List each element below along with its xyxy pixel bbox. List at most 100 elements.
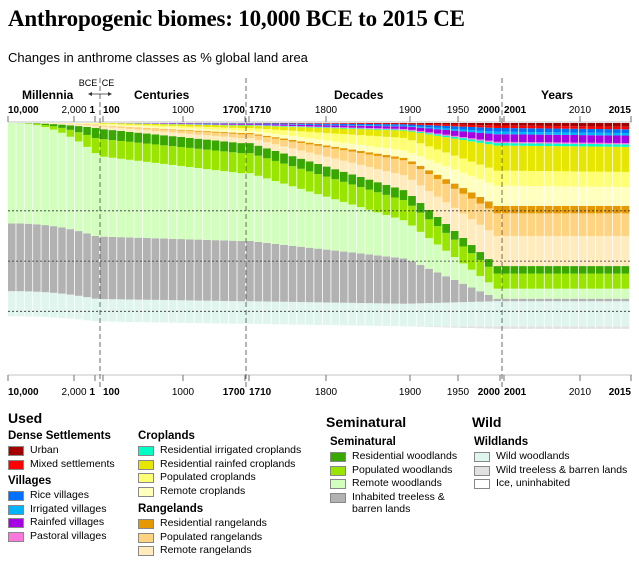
bar-segment	[297, 188, 305, 247]
bar-segment	[297, 168, 305, 189]
bar-segment	[246, 240, 254, 302]
bar-segment	[8, 223, 16, 292]
bar-segment	[604, 301, 613, 327]
bar-segment	[493, 125, 502, 129]
bar-segment	[450, 136, 459, 139]
bar-segment	[450, 207, 459, 231]
bar-segment	[587, 171, 596, 187]
bar-segment	[416, 303, 425, 327]
bar-segment	[450, 126, 459, 129]
bar-segment	[220, 129, 229, 133]
bar-segment	[527, 326, 536, 329]
bar-segment	[134, 322, 143, 374]
bar-segment	[527, 170, 536, 187]
bar-segment	[578, 326, 587, 329]
bar-segment	[288, 141, 297, 149]
bar-segment	[382, 303, 391, 326]
bar-segment	[117, 124, 125, 126]
bar-segment	[502, 128, 510, 132]
bar-segment	[151, 123, 160, 126]
bar-segment	[160, 135, 168, 146]
bar-segment	[476, 132, 485, 140]
legend-group-title: Rangelands	[138, 503, 204, 515]
bar-segment	[16, 223, 24, 292]
bottom-tick-label: 1	[89, 387, 95, 398]
bar-segment	[433, 135, 442, 150]
bar-segment	[578, 205, 587, 214]
bar-segment	[476, 203, 485, 225]
bar-segment	[519, 143, 527, 146]
bar-segment	[305, 127, 314, 132]
bar-segment	[314, 123, 322, 125]
bar-segment	[177, 133, 186, 138]
bar-segment	[134, 123, 143, 125]
bar-segment	[578, 273, 587, 289]
bar-segment	[382, 155, 391, 158]
bar-segment	[459, 246, 468, 264]
bar-segment	[519, 134, 527, 142]
bar-segment	[322, 176, 331, 197]
legend-label: Residential irrigated croplands	[160, 444, 302, 456]
bar-segment	[331, 141, 340, 147]
bar-segment	[536, 213, 544, 236]
bar-segment	[237, 173, 246, 241]
bar-segment	[527, 125, 536, 129]
bar-segment	[612, 146, 621, 172]
bar-segment	[519, 298, 527, 302]
bar-segment	[536, 142, 544, 144]
bar-segment	[271, 138, 280, 145]
bar-segment	[74, 295, 83, 320]
bar-segment	[493, 326, 502, 329]
bar-segment	[185, 167, 194, 240]
bar-segment	[493, 170, 502, 186]
bar-segment	[374, 212, 382, 256]
bar-segment	[459, 263, 468, 284]
bar-segment	[587, 266, 596, 274]
bar-segment	[305, 131, 314, 139]
bar-segment	[322, 249, 331, 303]
bar-segment	[467, 198, 476, 220]
legend-swatch	[138, 532, 154, 543]
bar-segment	[408, 123, 416, 124]
bar-segment	[595, 205, 604, 214]
bar-segment	[399, 129, 408, 131]
bar-segment	[561, 171, 570, 187]
bar-segment	[254, 175, 263, 242]
bar-segment	[100, 139, 108, 157]
bar-segment	[382, 256, 391, 304]
bar-segment	[314, 174, 322, 195]
bar-segment	[220, 171, 229, 241]
bar-segment	[527, 235, 536, 267]
bar-segment	[66, 294, 75, 319]
bar-segment	[570, 288, 578, 299]
bar-segment	[621, 288, 630, 299]
bar-segment	[33, 291, 41, 317]
bar-segment	[450, 169, 459, 184]
bar-segment	[280, 130, 288, 135]
bar-segment	[595, 123, 604, 127]
bar-segment	[527, 205, 536, 214]
bar-segment	[493, 131, 502, 135]
bar-segment	[288, 156, 297, 167]
bar-segment	[374, 129, 382, 137]
bar-segment	[322, 127, 331, 133]
bar-segment	[374, 303, 382, 326]
bar-segment	[612, 186, 621, 206]
bar-segment	[621, 213, 630, 236]
bar-segment	[33, 123, 41, 125]
bar-segment	[408, 179, 416, 196]
bar-segment	[425, 133, 433, 135]
bar-segment	[578, 142, 587, 144]
bar-segment	[519, 213, 527, 236]
bar-segment	[374, 136, 382, 148]
bar-segment	[356, 144, 365, 151]
bar-segment	[125, 127, 134, 129]
bar-segment	[442, 202, 450, 224]
bar-segment	[288, 245, 297, 302]
bar-segment	[288, 123, 297, 125]
bar-segment	[544, 298, 553, 302]
bar-segment	[416, 132, 425, 144]
bar-segment	[484, 125, 493, 128]
bar-segment	[425, 128, 433, 133]
bar-segment	[254, 128, 263, 132]
